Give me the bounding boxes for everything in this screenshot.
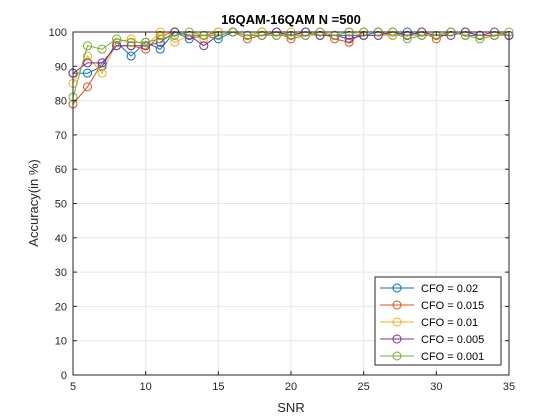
y-tick-label: 80 <box>55 96 67 108</box>
legend-item: CFO = 0.005 <box>380 334 484 346</box>
data-point <box>97 68 107 78</box>
data-point <box>97 44 107 54</box>
chart-title: 16QAM-16QAM N =500 <box>221 12 361 27</box>
data-point <box>315 30 325 40</box>
y-tick-label: 100 <box>49 27 67 39</box>
legend: CFO = 0.02 CFO = 0.015 CFO = 0.01 CFO = 0.0… <box>374 276 502 366</box>
legend-marker <box>392 351 402 361</box>
legend-label: CFO = 0.02 <box>421 283 478 295</box>
data-point <box>199 30 209 40</box>
data-point <box>83 58 93 68</box>
data-point <box>373 30 383 40</box>
y-tick-label: 60 <box>55 164 67 176</box>
data-point <box>402 30 412 40</box>
x-tick-label: 35 <box>503 381 515 393</box>
data-point <box>170 30 180 40</box>
data-point <box>242 34 252 44</box>
data-point <box>460 30 470 40</box>
data-point <box>271 30 281 40</box>
y-tick-label: 10 <box>55 336 67 348</box>
data-point <box>97 58 107 68</box>
data-point <box>141 41 151 51</box>
y-tick-label: 90 <box>55 61 67 73</box>
series-line <box>72 31 509 105</box>
data-point <box>344 37 354 47</box>
data-point <box>170 37 180 47</box>
data-point <box>126 37 136 47</box>
x-axis-title: SNR <box>277 400 304 415</box>
data-point <box>83 82 93 92</box>
legend-item: CFO = 0.015 <box>380 300 484 312</box>
y-ticks: 0 10 20 30 40 50 60 70 80 90 100 <box>49 27 509 382</box>
data-point <box>344 34 354 44</box>
data-point <box>83 68 93 78</box>
legend-box <box>374 276 502 366</box>
data-point <box>126 51 136 61</box>
data-point <box>184 30 194 40</box>
y-tick-label: 40 <box>55 233 67 245</box>
data-point <box>83 51 93 61</box>
data-point <box>475 30 485 40</box>
data-point <box>126 34 136 44</box>
x-ticks: 5 10 15 20 25 30 35 <box>70 32 515 393</box>
legend-marker <box>392 334 402 344</box>
data-point <box>83 41 93 51</box>
data-point <box>213 30 223 40</box>
y-tick-label: 20 <box>55 301 67 313</box>
x-tick-label: 15 <box>212 381 224 393</box>
x-tick-label: 5 <box>70 381 76 393</box>
data-point <box>155 34 165 44</box>
legend-marker <box>392 300 402 310</box>
legend-item: CFO = 0.01 <box>380 317 478 329</box>
data-point <box>155 37 165 47</box>
data-point <box>431 30 441 40</box>
data-point <box>257 30 267 40</box>
data-point <box>184 34 194 44</box>
data-point <box>330 30 340 40</box>
data-point <box>112 41 122 51</box>
x-tick-label: 25 <box>358 381 370 393</box>
data-point <box>242 30 252 40</box>
series-5 <box>68 27 514 102</box>
legend-item: CFO = 0.001 <box>380 351 484 363</box>
data-point <box>388 30 398 40</box>
data-point <box>330 34 340 44</box>
legend-item: CFO = 0.02 <box>380 283 478 295</box>
x-tick-label: 20 <box>285 381 297 393</box>
data-point <box>301 30 311 40</box>
data-point <box>199 34 209 44</box>
data-point <box>155 44 165 54</box>
x-tick-label: 30 <box>430 381 442 393</box>
data-point <box>402 34 412 44</box>
legend-marker <box>392 283 402 293</box>
data-point <box>112 34 122 44</box>
data-point <box>199 41 209 51</box>
legend-label: CFO = 0.015 <box>421 300 484 312</box>
data-point <box>141 37 151 47</box>
legend-label: CFO = 0.01 <box>421 317 478 329</box>
x-tick-label: 10 <box>140 381 152 393</box>
y-tick-label: 0 <box>61 370 67 382</box>
legend-marker <box>392 317 402 327</box>
data-point <box>286 30 296 40</box>
legend-label: CFO = 0.001 <box>421 351 484 363</box>
y-tick-label: 30 <box>55 267 67 279</box>
y-axis-title: Accuracy(in %) <box>26 159 41 246</box>
data-point <box>475 34 485 44</box>
data-point <box>359 30 369 40</box>
data-point <box>446 30 456 40</box>
legend-label: CFO = 0.005 <box>421 334 484 346</box>
data-point <box>126 41 136 51</box>
data-point <box>417 30 427 40</box>
y-tick-label: 70 <box>55 130 67 142</box>
data-point <box>489 30 499 40</box>
y-tick-label: 50 <box>55 199 67 211</box>
data-point <box>344 30 354 40</box>
